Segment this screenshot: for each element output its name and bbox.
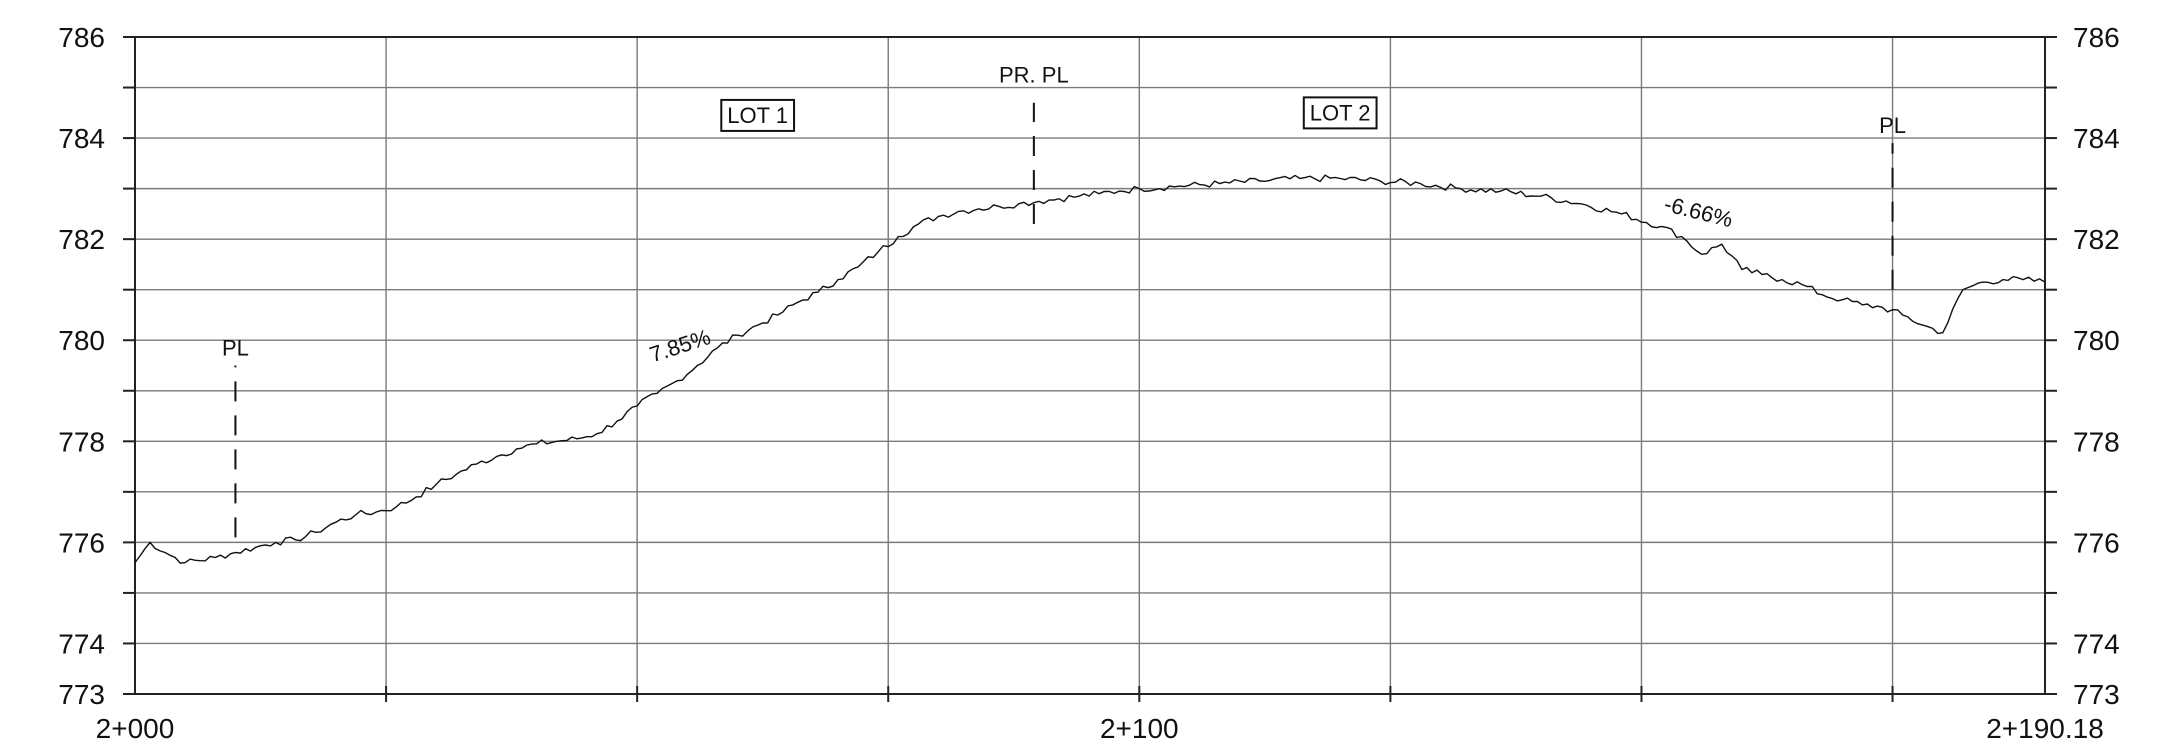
annotation-label: LOT 1 bbox=[727, 103, 788, 128]
y-tick-label-right: 784 bbox=[2073, 123, 2120, 154]
lot-label-box bbox=[720, 98, 796, 132]
lot-label-box bbox=[1302, 96, 1378, 130]
ground-profile-line bbox=[134, 174, 2046, 564]
y-tick-label-left: 778 bbox=[58, 426, 105, 457]
plot-frame bbox=[134, 36, 2046, 695]
annotation-label: -6.66% bbox=[1662, 191, 1736, 232]
y-tick-label-right: 782 bbox=[2073, 224, 2120, 255]
annotation-label: 7.85% bbox=[647, 324, 714, 367]
x-tick-label: 2+000 bbox=[96, 713, 175, 744]
y-tick-label-right: 776 bbox=[2073, 527, 2120, 558]
y-tick-label-left: 774 bbox=[58, 628, 105, 659]
annotation-label: PR. PL bbox=[999, 62, 1069, 87]
x-tick-label: 2+100 bbox=[1100, 713, 1179, 744]
x-tick-label: 2+190.18 bbox=[1986, 713, 2104, 744]
y-tick-label-left: 784 bbox=[58, 123, 105, 154]
annotation-label: PL bbox=[1879, 113, 1906, 138]
grid-layer bbox=[135, 36, 2045, 695]
y-tick-label-left: 776 bbox=[58, 527, 105, 558]
tick-layer: 786 786 784 784 782 782 780 780 778 778 776 776 774 7… bbox=[58, 22, 2119, 744]
y-tick-label-right: 773 bbox=[2073, 679, 2120, 710]
y-tick-label-right: 774 bbox=[2073, 628, 2120, 659]
annotation-label: LOT 2 bbox=[1310, 100, 1371, 125]
y-tick-label-right: 778 bbox=[2073, 426, 2120, 457]
y-tick-label-left: 773 bbox=[58, 679, 105, 710]
series-layer bbox=[134, 174, 2046, 564]
y-tick-label-left: 780 bbox=[58, 325, 105, 356]
y-tick-label-right: 780 bbox=[2073, 325, 2120, 356]
y-tick-label-right: 786 bbox=[2073, 22, 2120, 53]
y-tick-label-left: 782 bbox=[58, 224, 105, 255]
annotation-layer: PL PR. PL PL LOT 1 LOT 2 7.85% -6.66% bbox=[222, 62, 1906, 538]
annotation-label: PL bbox=[222, 335, 249, 360]
y-tick-label-left: 786 bbox=[58, 22, 105, 53]
